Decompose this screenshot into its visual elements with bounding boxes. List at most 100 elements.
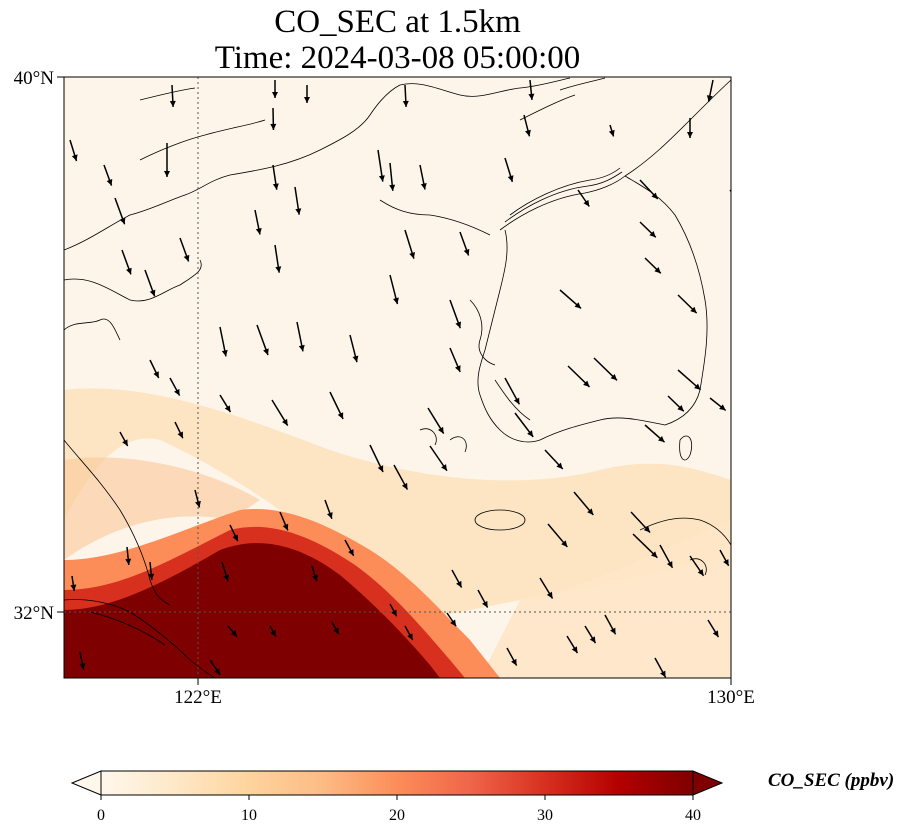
wind-arrow-head — [528, 93, 535, 100]
wind-arrow-head — [583, 380, 590, 387]
concentration-field — [64, 77, 731, 678]
wind-arrow-head — [513, 397, 520, 405]
wind-arrow-head — [650, 551, 658, 558]
wind-arrow-head — [183, 254, 190, 262]
wind-arrow-head — [79, 663, 86, 670]
wind-arrow-head — [337, 412, 344, 420]
wind-arrow-head — [174, 388, 180, 396]
wind-arrow-head — [723, 559, 729, 566]
wind-arrow-head — [270, 123, 277, 130]
wind-arrow-head — [571, 646, 578, 654]
wind-arrow-head — [401, 482, 408, 490]
wind-arrow-head — [230, 630, 238, 637]
wind-arrow-head — [420, 183, 427, 190]
wind-arrow-head — [326, 512, 333, 519]
wind-arrow-head — [214, 668, 221, 675]
wind-arrow-head — [391, 609, 397, 617]
wind-arrow-head — [437, 426, 444, 434]
wind-arrow-head — [583, 199, 590, 207]
y-tick-label-32N: 32°N — [14, 603, 55, 624]
wind-arrow-head — [232, 534, 238, 542]
colorbar-tick-label: 0 — [97, 807, 105, 824]
wind-arrow-head — [348, 549, 354, 556]
wind-arrow-head — [574, 302, 582, 309]
wind-arrow-head — [263, 348, 269, 356]
wind-arrow-head — [312, 574, 318, 582]
wind-arrow-head — [122, 439, 128, 447]
wind-arrow-head — [556, 462, 563, 470]
wind-arrow-head — [177, 431, 183, 439]
wind-arrow-head — [546, 591, 553, 599]
colorbar: 0 10 20 30 40 — [70, 770, 724, 824]
wind-arrow-head — [71, 154, 78, 162]
wind-arrow-head — [666, 561, 673, 568]
wind-arrow-head — [658, 435, 665, 443]
wind-arrow-head — [153, 371, 159, 379]
colorbar-extend-min — [70, 770, 102, 796]
wind-arrow-head — [455, 321, 462, 329]
wind-arrow-head — [272, 183, 279, 190]
wind-arrow-head — [649, 230, 656, 238]
wind-arrow-head — [694, 383, 701, 390]
wind-arrow-head — [169, 100, 176, 107]
wind-arrow-head — [352, 355, 359, 363]
x-tick-label-122E: 122°E — [174, 687, 222, 708]
moderate-patch — [64, 457, 260, 560]
wind-arrow-head — [456, 580, 462, 588]
wind-arrow-head — [687, 132, 693, 138]
wind-arrow-head — [407, 633, 413, 641]
wind-arrow-head — [393, 297, 399, 305]
wind-arrow-head — [224, 405, 231, 413]
wind-arrow-head — [712, 630, 719, 638]
wind-arrow-head — [195, 500, 201, 508]
wind-arrow-head — [706, 95, 713, 102]
wind-arrow-head — [482, 600, 488, 608]
map-title-line1: CO_SEC at 1.5km — [274, 4, 521, 40]
wind-arrow-head — [677, 404, 684, 412]
colorbar-tick-label: 20 — [389, 807, 405, 824]
x-tick-label-130E: 130°E — [707, 687, 755, 708]
wind-arrow-head — [654, 266, 661, 274]
coastlines — [64, 77, 731, 678]
wind-arrow-head — [119, 217, 126, 225]
wind-arrow-head — [148, 573, 155, 580]
wind-arrow-head — [272, 92, 278, 98]
y-tick-label-40N: 40°N — [14, 68, 55, 89]
wind-arrow-head — [719, 404, 726, 411]
map-title-line2: Time: 2024-03-08 05:00:00 — [214, 40, 581, 76]
wind-arrow-head — [455, 365, 461, 372]
wind-arrow-head — [333, 627, 339, 635]
wind-arrow-head — [610, 373, 617, 381]
wind-arrow-head — [690, 306, 697, 314]
moderate-band — [64, 388, 731, 620]
wind-arrow-head — [282, 523, 289, 531]
wind-arrow-head — [525, 129, 531, 137]
wind-arrow-head — [149, 289, 156, 297]
axis-ticks — [57, 76, 732, 685]
wind-arrow-head — [70, 584, 77, 591]
wind-arrow-head — [463, 248, 470, 256]
wind-arrow-head — [697, 569, 704, 576]
colorbar-gradient — [101, 771, 693, 795]
gridlines — [64, 77, 731, 678]
plume-core — [64, 543, 440, 678]
wind-arrow-head — [164, 171, 170, 177]
wind-arrow-head — [450, 619, 457, 627]
wind-arrow-head — [255, 228, 262, 235]
colorbar-title: CO_SEC (ppbv) — [768, 770, 895, 791]
wind-arrow-head — [106, 179, 113, 186]
wind-arrow-head — [441, 464, 447, 471]
wind-arrow-head — [298, 344, 305, 352]
wind-arrow-head — [402, 100, 409, 107]
wind-arrow-head — [643, 526, 651, 533]
wind-arrow-head — [587, 508, 594, 515]
wind-arrow-head — [126, 267, 132, 275]
wind-arrow-head — [507, 175, 514, 182]
colorbar-tick-label: 10 — [241, 807, 257, 824]
wind-arrow-head — [281, 418, 288, 426]
wind-arrow-head — [409, 252, 415, 259]
colorbar-tick-label: 30 — [537, 807, 553, 824]
wind-arrow-head — [275, 266, 282, 273]
wind-arrow-head — [125, 558, 132, 565]
